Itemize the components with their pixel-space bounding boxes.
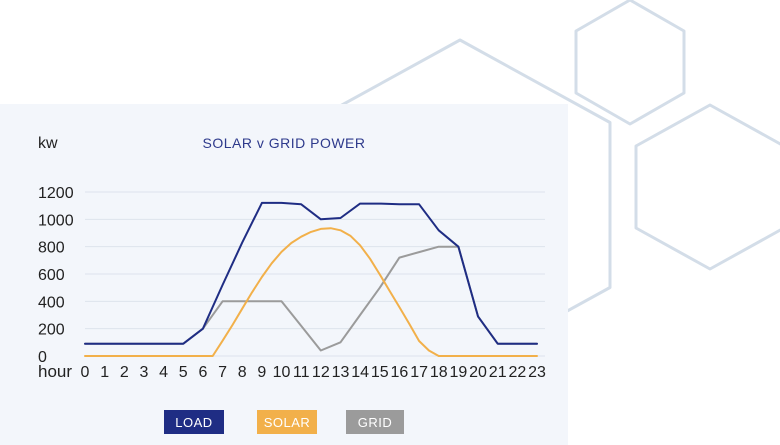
y-tick-label: 800 xyxy=(38,240,65,257)
gridlines xyxy=(85,191,545,357)
legend-grid: GRID xyxy=(346,410,404,434)
x-tick-label: 8 xyxy=(238,364,247,381)
hexagon-outline xyxy=(574,0,686,126)
chart-title: SOLAR v GRID POWER xyxy=(202,135,365,151)
x-axis-label: hour xyxy=(38,362,72,381)
x-tick-label: 7 xyxy=(218,364,227,381)
legend-load-label: LOAD xyxy=(175,414,213,430)
y-tick-label: 1000 xyxy=(38,212,74,229)
y-tick-label: 200 xyxy=(38,322,65,339)
series-line-load xyxy=(84,201,538,345)
legend-load: LOAD xyxy=(164,410,224,434)
y-tick-labels: 0 200 400 600 800 1000 1200 xyxy=(38,185,74,366)
y-tick-label: 0 xyxy=(38,349,47,366)
x-tick-label: 1 xyxy=(100,364,109,381)
x-tick-label: 2 xyxy=(120,364,129,381)
x-tick-label: 12 xyxy=(312,364,330,381)
legend-solar-label: SOLAR xyxy=(263,414,311,430)
y-tick-label: 600 xyxy=(38,267,65,284)
x-tick-label: 9 xyxy=(257,364,266,381)
hexagon-outline xyxy=(634,103,780,271)
x-tick-label: 14 xyxy=(351,364,369,381)
x-tick-label: 3 xyxy=(140,364,149,381)
x-tick-label: 4 xyxy=(159,364,168,381)
x-tick-label: 21 xyxy=(489,364,507,381)
series-lines xyxy=(84,201,538,357)
x-tick-label: 19 xyxy=(449,364,467,381)
series-line-grid xyxy=(84,245,538,352)
x-tick-labels: 0 1 2 3 4 5 6 7 8 9 10 11 12 13 14 15 16 17 18 19 20 21 22 23 xyxy=(81,364,546,381)
x-tick-label: 15 xyxy=(371,364,389,381)
x-tick-label: 6 xyxy=(198,364,207,381)
x-tick-label: 10 xyxy=(273,364,291,381)
x-tick-label: 17 xyxy=(410,364,428,381)
legend-grid-label: GRID xyxy=(357,414,393,430)
x-tick-label: 23 xyxy=(528,364,546,381)
chart-card: 0 200 400 600 800 1000 1200 0 1 2 3 4 5 6 7 8 9 10 11 12 13… xyxy=(0,104,568,445)
y-tick-label: 400 xyxy=(38,294,65,311)
x-tick-label: 0 xyxy=(81,364,90,381)
x-tick-label: 5 xyxy=(179,364,188,381)
x-tick-label: 13 xyxy=(332,364,350,381)
x-tick-label: 18 xyxy=(430,364,448,381)
legend-solar: SOLAR xyxy=(257,410,317,434)
y-tick-label: 1200 xyxy=(38,185,74,202)
x-tick-label: 22 xyxy=(508,364,526,381)
x-tick-label: 11 xyxy=(293,364,310,381)
x-tick-label: 16 xyxy=(391,364,409,381)
series-line-solar xyxy=(84,227,538,357)
y-axis-label: kw xyxy=(38,135,58,152)
x-tick-label: 20 xyxy=(469,364,487,381)
